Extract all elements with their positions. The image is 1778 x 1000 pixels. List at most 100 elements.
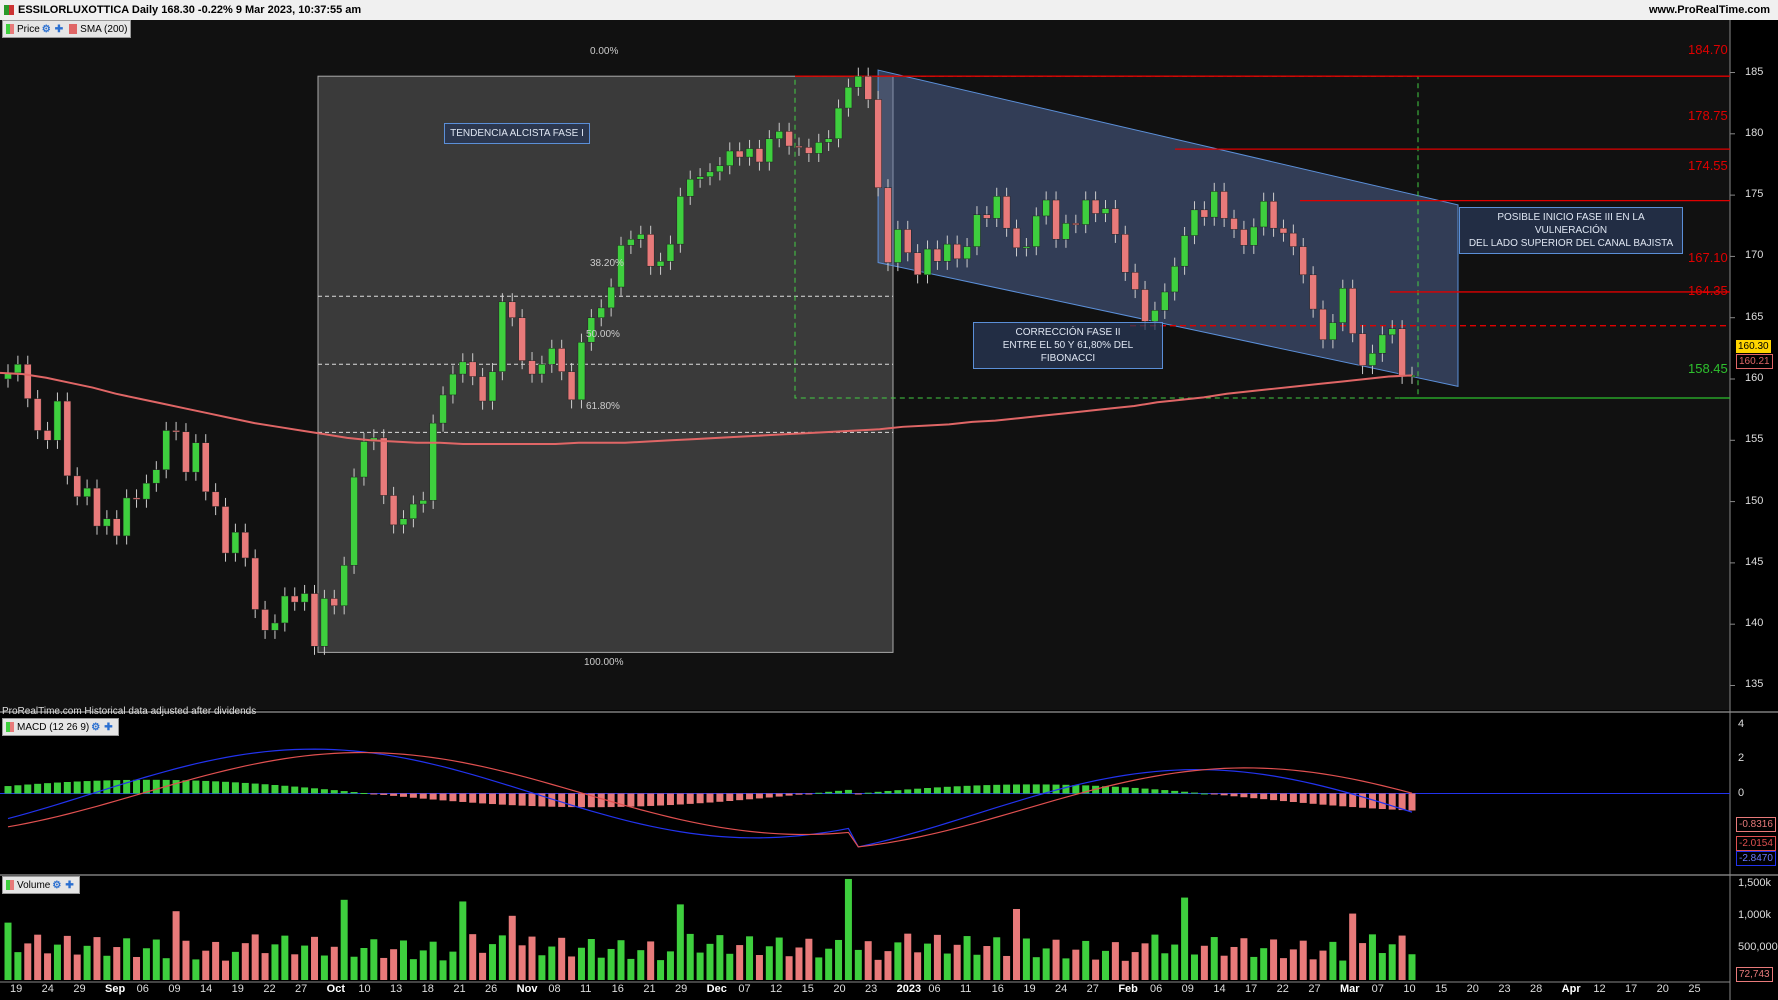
candle [557,348,566,372]
volume-bar [1003,955,1011,980]
macd-histogram-bar [1072,785,1080,794]
macd-histogram-bar [518,793,526,806]
candle [1190,209,1199,236]
candle [1052,199,1060,240]
volume-bar [73,954,81,980]
level-label-3: 174.55 [1688,158,1728,173]
candle [231,531,240,554]
candle [597,307,605,318]
volume-bar [1121,960,1129,980]
volume-bar [973,954,981,980]
macd-histogram-bar [488,793,496,805]
volume-bar [657,960,665,980]
macd-histogram-bar [370,793,378,795]
time-tick: 19 [1023,983,1036,995]
volume-bar [350,956,358,980]
volume-bar [716,935,724,980]
volume-bar [904,933,912,980]
macd-histogram-bar [864,792,872,794]
time-tick: 19 [231,983,244,995]
macd-histogram-bar [172,780,180,794]
price-tick: 135 [1745,678,1764,691]
time-tick: Nov [516,983,538,995]
volume-legend[interactable]: Volume ⚙ ✚ [2,876,80,894]
candle [1388,328,1396,336]
macd-legend-label: MACD (12 26 9) [17,721,90,733]
candle [775,131,783,139]
volume-bar [1082,940,1090,980]
volume-bar [736,945,744,980]
plus-icon[interactable]: ✚ [65,879,74,891]
time-tick: 24 [41,983,54,995]
macd-legend[interactable]: MACD (12 26 9) ⚙ ✚ [2,718,119,736]
macd-histogram-bar [63,782,71,794]
macd-histogram-bar [894,790,902,794]
annotation-phase1[interactable]: TENDENCIA ALCISTA FASE I [444,123,590,144]
candle [913,252,922,276]
candle [162,430,170,470]
macd-histogram-bar [716,793,724,802]
plus-icon[interactable]: ✚ [54,23,64,35]
volume-bar [528,936,536,980]
last-price-tag: 160.30 [1736,340,1771,353]
annotation-phase3[interactable]: POSIBLE INICIO FASE III EN LA VULNERACIÓ… [1459,207,1683,254]
candle [1309,274,1317,310]
volume-bar [1408,954,1416,980]
site-link[interactable]: www.ProRealTime.com [1648,4,1770,16]
time-tick: 12 [1593,983,1606,995]
time-tick: 21 [453,983,466,995]
macd-histogram-bar [123,779,131,794]
wrench-icon[interactable]: ⚙ [52,879,62,891]
volume-bar [1101,950,1109,980]
macd-histogram-bar [390,793,398,796]
volume-bar [706,943,714,980]
time-tick: 18 [421,983,434,995]
plus-icon[interactable]: ✚ [104,721,113,733]
macd-histogram-bar [765,793,773,798]
volume-bar [1339,960,1347,980]
macd-histogram-bar [874,791,882,794]
volume-bar [983,946,991,980]
wrench-icon[interactable]: ⚙ [91,721,101,733]
volume-bar [1270,939,1278,980]
candle [706,171,714,177]
macd-histogram-bar [1062,784,1070,794]
level-label-4: 167.10 [1688,250,1728,265]
candle [33,398,42,431]
price-legend[interactable]: Price ⚙ ✚ SMA (200) [2,20,132,38]
volume-bar [894,942,902,980]
chart-canvas[interactable] [0,20,1778,1000]
macd-histogram-bar [459,793,467,802]
candle [874,99,882,189]
candle [903,229,912,253]
macd-histogram-bar [409,793,417,798]
sma-legend-label: SMA (200) [80,23,128,35]
candle [933,248,942,262]
candle [132,497,141,500]
volume-bar [1052,939,1060,980]
volume-bar [449,951,457,980]
macd-histogram-bar [1171,790,1179,794]
candle [785,131,793,147]
candle [1062,223,1070,240]
time-tick: 11 [960,983,972,995]
fib-50: 50.00% [586,329,620,340]
candle [1131,272,1139,290]
macd-histogram-bar [1329,793,1337,806]
annotation-phase2[interactable]: CORRECCIÓN FASE II ENTRE EL 50 Y 61,80% … [973,322,1163,369]
price-tick: 165 [1745,310,1764,323]
candle [498,301,507,372]
macd-histogram-bar [1032,784,1040,794]
wrench-icon[interactable]: ⚙ [41,23,51,35]
volume-bar [577,947,585,980]
time-tick: 17 [1625,983,1638,995]
volume-bar [617,940,625,980]
macd-histogram-bar [1289,793,1297,802]
volume-bar [459,901,467,980]
time-tick: 10 [1403,983,1416,995]
volume-bar [360,947,368,980]
candle [1378,334,1387,354]
candle [103,518,111,527]
volume-bar [390,949,398,980]
time-tick: 27 [1308,983,1321,995]
